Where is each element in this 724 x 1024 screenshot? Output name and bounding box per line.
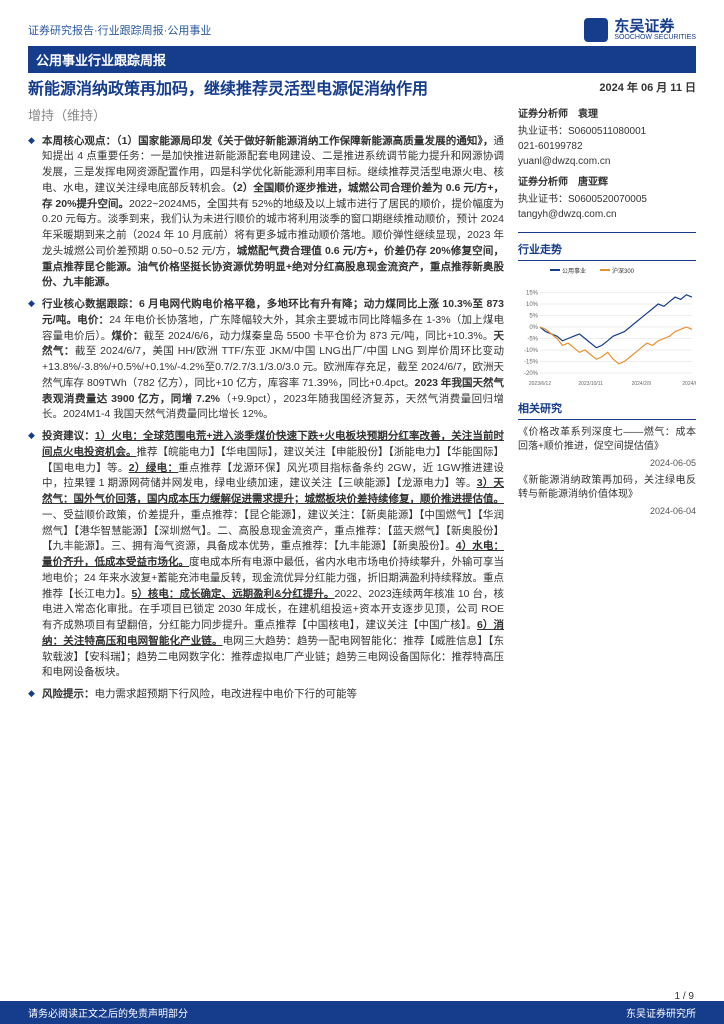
svg-text:10%: 10%	[526, 302, 539, 308]
related-title: 相关研究	[518, 400, 696, 420]
svg-text:-5%: -5%	[527, 337, 538, 343]
svg-text:2024/2/9: 2024/2/9	[632, 381, 652, 387]
svg-text:2023/10/11: 2023/10/11	[578, 381, 603, 387]
analyst-detail: yuanl@dwzq.com.cn	[518, 154, 696, 169]
related-research: 《价格改革系列深度七——燃气：成本回落+顺价推进，促空间提估值》 2024-06-…	[518, 426, 696, 516]
doc-category: 证券研究报告·行业跟踪周报·公用事业	[28, 22, 211, 38]
logo: 东吴证券 SOOCHOW SECURITIES	[584, 18, 696, 42]
trend-chart: -20% -15% -10% -5% 0% 5% 10% 15% 2023/6/12 2023/1…	[518, 267, 696, 387]
rating: 增持（维持）	[28, 105, 504, 124]
svg-text:-10%: -10%	[524, 348, 539, 354]
report-banner: 公用事业行业跟踪周报	[28, 46, 696, 73]
logo-text-en: SOOCHOW SECURITIES	[614, 34, 696, 41]
bullet-list: 本周核心观点：（1）国家能源局印发《关于做好新能源消纳工作保障新能源高质量发展的…	[28, 134, 504, 703]
footer-disclaimer: 请务必阅读正文之后的免责声明部分	[28, 1005, 188, 1020]
footer-org: 东吴证券研究所	[626, 1005, 696, 1020]
svg-text:-20%: -20%	[524, 371, 539, 377]
analyst-name: 证券分析师 袁理	[518, 107, 696, 122]
bullet-item: 行业核心数据跟踪：6 月电网代购电价格平稳，多地环比有升有降；动力煤同比上涨 1…	[28, 297, 504, 423]
report-title: 新能源消纳政策再加码，继续推荐灵活型电源促消纳作用	[28, 79, 504, 101]
related-date: 2024-06-04	[518, 506, 696, 516]
svg-text:-15%: -15%	[524, 360, 539, 366]
analyst-block: 证券分析师 袁理执业证书：S0600511080001021-60199782y…	[518, 107, 696, 233]
footer-bar: 请务必阅读正文之后的免责声明部分 东吴证券研究所	[0, 1001, 724, 1024]
report-date: 2024 年 06 月 11 日	[518, 79, 696, 95]
svg-text:5%: 5%	[529, 314, 538, 320]
svg-text:公用事业: 公用事业	[562, 267, 586, 275]
svg-text:2024/6/9: 2024/6/9	[682, 381, 696, 387]
related-item: 《价格改革系列深度七——燃气：成本回落+顺价推进，促空间提估值》	[518, 426, 696, 454]
svg-text:沪深300: 沪深300	[612, 267, 635, 275]
analyst-name: 证券分析师 唐亚辉	[518, 175, 696, 190]
trend-title: 行业走势	[518, 241, 696, 261]
analyst-detail: tangyh@dwzq.com.cn	[518, 207, 696, 222]
bullet-item: 风险提示：电力需求超预期下行风险，电改进程中电价下行的可能等	[28, 687, 504, 703]
related-date: 2024-06-05	[518, 458, 696, 468]
related-item: 《新能源消纳政策再加码，关注绿电反转与新能源消纳价值体现》	[518, 474, 696, 502]
main-content: 新能源消纳政策再加码，继续推荐灵活型电源促消纳作用 增持（维持） 本周核心观点：…	[28, 79, 504, 709]
svg-text:15%: 15%	[526, 291, 539, 297]
analyst-detail: 021-60199782	[518, 139, 696, 154]
svg-text:0%: 0%	[529, 325, 538, 331]
sidebar: 2024 年 06 月 11 日 证券分析师 袁理执业证书：S060051108…	[518, 79, 696, 709]
bullet-item: 投资建议：1）火电：全球范围电荒+进入淡季煤价快速下跌+火电板块预期分红率改善，…	[28, 429, 504, 681]
analyst-detail: 执业证书：S0600520070005	[518, 192, 696, 207]
svg-text:2023/6/12: 2023/6/12	[529, 381, 551, 387]
logo-icon	[584, 18, 608, 42]
logo-text-cn: 东吴证券	[614, 19, 696, 34]
bullet-item: 本周核心观点：（1）国家能源局印发《关于做好新能源消纳工作保障新能源高质量发展的…	[28, 134, 504, 292]
top-header: 证券研究报告·行业跟踪周报·公用事业 东吴证券 SOOCHOW SECURITI…	[28, 18, 696, 42]
analyst-detail: 执业证书：S0600511080001	[518, 124, 696, 139]
